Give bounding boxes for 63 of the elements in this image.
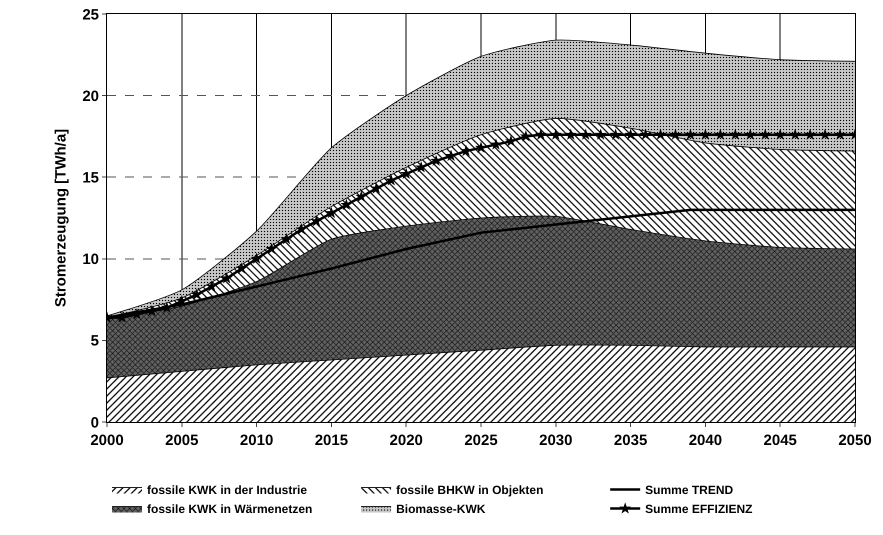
point: [594, 128, 607, 140]
x-tick-label: 2045: [764, 432, 797, 449]
point: [310, 214, 322, 226]
x-tick-label: 2040: [688, 432, 722, 449]
y-tick-label: 5: [90, 332, 99, 350]
y-tick-label: 15: [82, 169, 99, 186]
x-tick-label: 2025: [464, 432, 498, 449]
legend-label: Summe EFFIZIENZ: [645, 502, 753, 516]
x-tick-label: 2050: [838, 432, 872, 449]
point: [236, 262, 248, 274]
y-tick-label: 10: [82, 251, 99, 268]
point: [415, 161, 428, 173]
point: [669, 128, 682, 140]
legend-label: Summe TREND: [645, 483, 734, 498]
point: [190, 288, 203, 300]
x-tick-label: 2020: [390, 432, 423, 449]
point: [220, 272, 233, 284]
point: [266, 242, 278, 254]
point: [819, 128, 832, 140]
legend-label: fossile BHKW in Objekten: [396, 483, 544, 498]
x-tick-label: 2035: [614, 432, 648, 449]
point: [640, 128, 652, 140]
x-tick-label: 2000: [90, 432, 124, 449]
point: [370, 182, 382, 194]
point: [684, 128, 696, 140]
x-tick-label: 2010: [240, 432, 274, 449]
point: [340, 198, 352, 210]
point: [699, 128, 712, 140]
point: [385, 174, 398, 186]
point: [520, 130, 532, 142]
point: [729, 128, 742, 140]
point: [789, 128, 802, 140]
point: [250, 252, 263, 264]
point: [834, 128, 846, 140]
point: [714, 128, 726, 140]
legend-label: Biomasse-KWK: [396, 502, 486, 516]
legend-label: fossile KWK in der Industrie: [147, 483, 308, 498]
y-tick-label: 25: [82, 6, 99, 24]
point: [654, 128, 667, 140]
point: [355, 190, 368, 202]
point: [774, 128, 786, 140]
point: [295, 223, 308, 235]
legend-label: fossile KWK in Wärmenetzen: [147, 502, 312, 516]
point: [580, 128, 592, 140]
point: [759, 128, 772, 140]
point: [400, 168, 412, 180]
point: [280, 232, 293, 244]
point: [610, 128, 622, 140]
point: [325, 206, 338, 218]
x-tick-label: 2030: [539, 432, 572, 449]
point: [550, 128, 562, 140]
point: [804, 128, 816, 140]
y-tick-label: 20: [82, 88, 99, 105]
point: [624, 128, 637, 140]
x-tick-label: 2005: [165, 432, 198, 449]
point: [475, 142, 487, 153]
point: [534, 128, 547, 140]
point: [564, 128, 577, 140]
y-axis-title: Stromerzeugung [TWh/a]: [52, 128, 70, 308]
point: [206, 280, 218, 292]
point: [744, 128, 756, 140]
y-tick-label: 0: [90, 414, 99, 432]
x-tick-label: 2015: [314, 432, 348, 449]
